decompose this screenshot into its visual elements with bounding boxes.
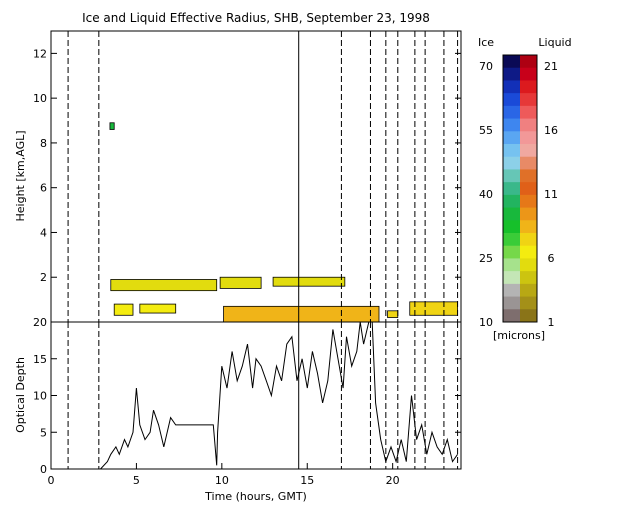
colorbar-ice-tick-label: 70 xyxy=(479,60,493,73)
cloud-layer-liquid-1 xyxy=(219,276,262,289)
colorbar-liquid-scale xyxy=(520,55,537,323)
top-y-tick-label: 10 xyxy=(33,92,47,105)
bottom-y-tick-label: 5 xyxy=(40,426,47,439)
chart-title: Ice and Liquid Effective Radius, SHB, Se… xyxy=(82,11,430,25)
top-y-tick-label: 4 xyxy=(40,226,47,239)
colorbar-liquid-swatch xyxy=(520,93,537,107)
top-y-tick-label: 8 xyxy=(40,137,47,150)
colorbar-ice-swatch xyxy=(503,271,520,285)
x-axis: 0 5 10 15 20 xyxy=(48,463,400,487)
optical-depth-series-line xyxy=(100,321,459,470)
colorbar-liquid-tick-label: 21 xyxy=(544,60,558,73)
colorbar-ice-tick-label: 40 xyxy=(479,188,493,201)
colorbar-liquid-swatch xyxy=(520,105,537,120)
colorbar-liquid-swatch xyxy=(520,169,537,183)
bottom-y-tick-label: 0 xyxy=(40,463,47,476)
bottom-y-tick-label: 10 xyxy=(33,390,47,403)
colorbar-ice-swatch xyxy=(503,220,520,234)
colorbar-ice-swatch xyxy=(503,118,520,132)
cloud-layer-liquid-3 xyxy=(113,303,134,316)
x-tick-label: 10 xyxy=(215,474,229,487)
colorbar-liquid-swatch xyxy=(520,156,537,170)
optical-depth-panel: 0 5 10 15 20 0 5 10 15 20 Optical Depth Time (ho… xyxy=(14,316,462,503)
colorbar-liquid-swatch xyxy=(520,144,537,158)
top-y-axis-label: Height [km,AGL] xyxy=(14,130,27,221)
colorbar-liquid-tick-label: 11 xyxy=(544,188,558,201)
colorbar-ice-tick-label: 25 xyxy=(479,252,493,265)
colorbar-ice-swatch xyxy=(503,131,520,145)
colorbar-ice-label: Ice xyxy=(478,36,494,49)
colorbar-ice-tick-label: 10 xyxy=(479,316,493,329)
cloud-layer-ice-8 xyxy=(109,122,115,130)
colorbar-liquid-swatch xyxy=(520,296,537,310)
colorbar-liquid-label: Liquid xyxy=(538,36,571,49)
colorbar-ice-scale xyxy=(503,55,520,323)
cloud-layers xyxy=(109,122,458,323)
colorbar-ice-swatch xyxy=(503,67,520,81)
cloud-layer-liquid-6 xyxy=(387,310,399,318)
x-tick-label: 20 xyxy=(386,474,400,487)
colorbar-liquid-swatch xyxy=(520,309,537,323)
colorbar-liquid-swatch xyxy=(520,245,537,259)
colorbar-liquid-tick-label: 6 xyxy=(548,252,555,265)
colorbar-liquid-swatch xyxy=(520,233,537,247)
colorbar-liquid-swatch xyxy=(520,207,537,221)
colorbar-ice-swatch xyxy=(503,245,520,259)
bottom-vertical-lines xyxy=(67,322,459,469)
colorbar-ice-tick-label: 55 xyxy=(479,124,493,137)
colorbar-liquid-swatch xyxy=(520,131,537,145)
colorbar-ice-swatch xyxy=(503,258,520,272)
colorbar-ice-swatch xyxy=(503,296,520,310)
colorbar-liquid-swatch xyxy=(520,182,537,196)
colorbar-liquid-swatch xyxy=(520,283,537,298)
colorbar: Ice Liquid 70 55 40 25 10 21 16 11 6 1 [microns] xyxy=(478,36,572,342)
cloud-layer-liquid-0 xyxy=(110,279,218,292)
colorbar-ice-swatch xyxy=(503,194,520,209)
colorbar-liquid-swatch xyxy=(520,258,537,272)
colorbar-ice-swatch xyxy=(503,182,520,196)
bottom-y-axis: 0 5 10 15 20 xyxy=(33,316,461,476)
top-y-tick-label: 12 xyxy=(33,47,47,60)
top-vertical-lines xyxy=(67,31,459,322)
bottom-y-tick-label: 20 xyxy=(33,316,47,329)
colorbar-ice-swatch xyxy=(503,233,520,247)
top-y-tick-label: 2 xyxy=(40,271,47,284)
cloud-layer-liquid-4 xyxy=(139,303,177,314)
cloud-layer-liquid-5 xyxy=(223,305,380,323)
x-tick-label: 0 xyxy=(48,474,55,487)
colorbar-ice-swatch xyxy=(503,144,520,158)
colorbar-ice-swatch xyxy=(503,309,520,323)
colorbar-ice-swatch xyxy=(503,169,520,183)
effective-radius-panel: 2 4 6 8 10 12 Height [km,AGL] xyxy=(14,30,462,323)
colorbar-liquid-swatch xyxy=(520,194,537,209)
top-y-tick-label: 6 xyxy=(40,182,47,195)
colorbar-ice-swatch xyxy=(503,80,520,94)
colorbar-ice-swatch xyxy=(503,156,520,170)
colorbar-liquid-swatch xyxy=(520,118,537,132)
x-axis-label: Time (hours, GMT) xyxy=(204,490,307,503)
bottom-y-axis-label: Optical Depth xyxy=(14,357,27,433)
colorbar-liquid-swatch xyxy=(520,67,537,81)
x-tick-label: 5 xyxy=(133,474,140,487)
colorbar-ice-swatch xyxy=(503,55,520,69)
top-y-axis: 2 4 6 8 10 12 xyxy=(33,47,461,284)
colorbar-liquid-swatch xyxy=(520,80,537,94)
colorbar-liquid-swatch xyxy=(520,220,537,234)
cloud-layer-liquid-7 xyxy=(409,301,458,316)
colorbar-liquid-swatch xyxy=(520,55,537,69)
colorbar-ice-swatch xyxy=(503,93,520,107)
colorbar-ice-swatch xyxy=(503,283,520,298)
x-tick-label: 15 xyxy=(300,474,314,487)
colorbar-units: [microns] xyxy=(493,329,545,342)
cloud-layer-liquid-2 xyxy=(272,276,346,287)
colorbar-liquid-swatch xyxy=(520,271,537,285)
colorbar-liquid-tick-label: 1 xyxy=(548,316,555,329)
colorbar-frame xyxy=(502,54,538,323)
bottom-y-tick-label: 15 xyxy=(33,353,47,366)
colorbar-ice-swatch xyxy=(503,105,520,120)
colorbar-ticks: 70 55 40 25 10 21 16 11 6 1 xyxy=(479,60,558,329)
colorbar-ice-swatch xyxy=(503,207,520,221)
colorbar-liquid-tick-label: 16 xyxy=(544,124,558,137)
